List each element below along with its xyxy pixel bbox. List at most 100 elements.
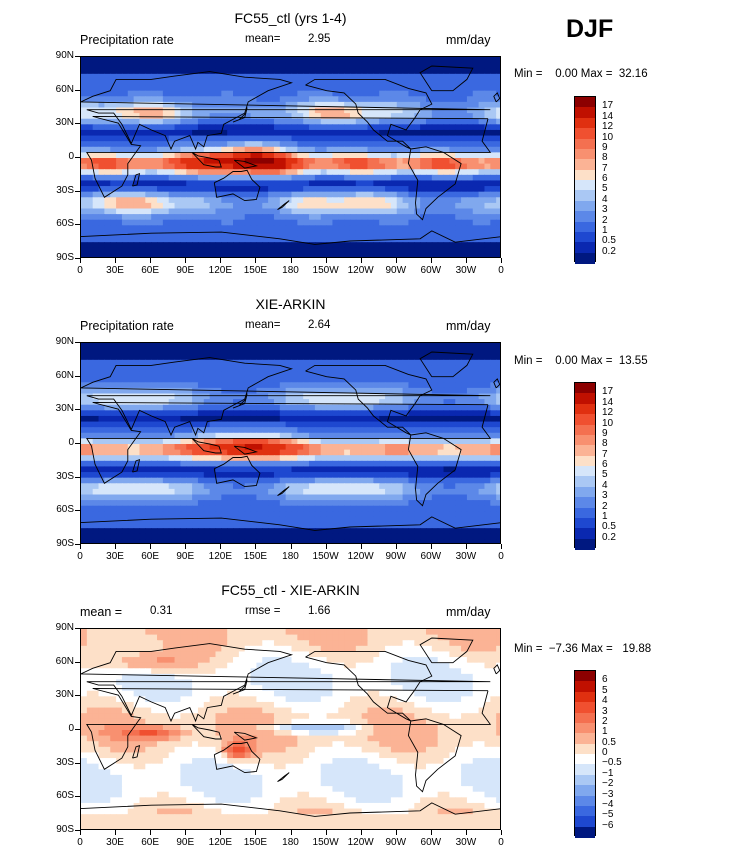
lon-tick-mark bbox=[395, 544, 397, 549]
colorbar-swatch bbox=[575, 383, 595, 394]
lon-tick-label: 0 bbox=[77, 837, 83, 848]
colorbar-label: 3 bbox=[602, 705, 608, 717]
lon-tick-label: 180 bbox=[282, 265, 299, 276]
colorbar-swatch bbox=[575, 754, 595, 765]
colorbar-label: −4 bbox=[602, 798, 614, 810]
colorbar-swatch bbox=[575, 466, 595, 477]
colorbar-label: 7 bbox=[602, 162, 608, 174]
lon-tick-label: 90E bbox=[176, 551, 195, 562]
colorbar-label: 12 bbox=[602, 407, 614, 419]
lat-tick-mark bbox=[75, 258, 80, 259]
coastline bbox=[81, 802, 500, 817]
lat-tick-label: 30N bbox=[55, 403, 74, 415]
lat-tick-mark bbox=[75, 544, 80, 545]
lat-tick-label: 30S bbox=[56, 470, 74, 482]
colorbar-label: 2 bbox=[602, 500, 608, 512]
lat-tick-mark bbox=[75, 796, 80, 798]
colorbar-swatch bbox=[575, 138, 595, 150]
colorbar-swatch bbox=[575, 200, 595, 212]
colorbar-swatch bbox=[575, 517, 595, 529]
lon-tick-label: 60E bbox=[141, 265, 160, 276]
colorbar-label: 5 bbox=[602, 684, 608, 696]
mean-label: mean= bbox=[245, 33, 281, 45]
coastline bbox=[232, 393, 248, 409]
colorbar-label: 4 bbox=[602, 479, 608, 491]
lon-tick-mark bbox=[430, 258, 432, 263]
lon-tick-mark bbox=[430, 830, 432, 835]
colorbar-label: 4 bbox=[602, 193, 608, 205]
colorbar-swatch bbox=[575, 764, 595, 776]
coastline bbox=[233, 731, 259, 741]
coastline bbox=[86, 688, 492, 770]
colorbar-swatch bbox=[575, 455, 595, 467]
lon-tick-mark bbox=[150, 258, 152, 263]
colorbar-swatch bbox=[575, 702, 595, 713]
lat-tick-label: 30N bbox=[55, 689, 74, 701]
lon-tick-label: 120E bbox=[208, 551, 232, 562]
lon-tick-mark bbox=[290, 258, 292, 263]
lon-tick-label: 0 bbox=[77, 265, 83, 276]
coastline bbox=[213, 455, 261, 488]
lat-tick-mark bbox=[75, 89, 80, 91]
colorbar-label: 0.2 bbox=[602, 531, 616, 543]
coastline bbox=[232, 679, 248, 695]
colorbar-swatch bbox=[575, 785, 595, 796]
coastline bbox=[81, 643, 491, 723]
colorbar bbox=[574, 670, 596, 838]
map-panel bbox=[80, 342, 501, 544]
colorbar-label: −1 bbox=[602, 767, 614, 779]
coastline bbox=[407, 432, 462, 507]
colorbar-label: 8 bbox=[602, 438, 608, 450]
lon-tick-mark bbox=[80, 830, 81, 835]
lon-tick-mark bbox=[290, 544, 292, 549]
lat-tick-mark bbox=[75, 510, 80, 512]
panel-title: FC55_ctl (yrs 1-4) bbox=[234, 10, 347, 26]
lon-tick-label: 0 bbox=[498, 837, 504, 848]
colorbar-label: 0.5 bbox=[602, 736, 616, 748]
lat-tick-mark bbox=[75, 695, 80, 697]
coastline bbox=[132, 459, 141, 473]
coastline bbox=[305, 650, 433, 722]
colorbar-label: 5 bbox=[602, 183, 608, 195]
lat-tick-label: 90N bbox=[55, 622, 74, 633]
map-field bbox=[81, 57, 500, 257]
lat-tick-label: 60S bbox=[56, 218, 74, 230]
lon-tick-label: 0 bbox=[498, 265, 504, 276]
coastline bbox=[407, 146, 462, 221]
lon-tick-label: 90W bbox=[385, 551, 407, 562]
lon-tick-mark bbox=[395, 258, 397, 263]
lon-tick-label: 0 bbox=[498, 551, 504, 562]
coastline bbox=[407, 718, 462, 793]
lon-tick-label: 60E bbox=[141, 551, 160, 562]
lon-tick-mark bbox=[115, 544, 117, 549]
lat-tick-label: 90N bbox=[55, 50, 74, 61]
colorbar-label: 10 bbox=[602, 131, 614, 143]
colorbar-label: 2 bbox=[602, 214, 608, 226]
colorbar-label: 17 bbox=[602, 386, 614, 398]
colorbar-label: 2 bbox=[602, 715, 608, 727]
lat-tick-label: 60S bbox=[56, 790, 74, 802]
lon-tick-label: 150E bbox=[243, 265, 268, 276]
lon-tick-label: 30W bbox=[455, 551, 477, 562]
lon-tick-mark bbox=[465, 258, 467, 263]
lat-tick-mark bbox=[75, 628, 80, 629]
lat-tick-mark bbox=[75, 443, 80, 444]
colorbar-swatch bbox=[575, 414, 595, 425]
coastline bbox=[233, 445, 259, 455]
map-field bbox=[81, 343, 500, 543]
units-label: mm/day bbox=[446, 319, 491, 333]
lat-tick-label: 60N bbox=[55, 369, 74, 381]
colorbar bbox=[574, 382, 596, 550]
colorbar-label: −5 bbox=[602, 809, 614, 821]
coastline bbox=[277, 772, 290, 783]
colorbar-swatch bbox=[575, 497, 595, 508]
colorbar-swatch bbox=[575, 180, 595, 191]
coastline bbox=[232, 107, 248, 123]
coastline bbox=[493, 92, 500, 103]
colorbar-label: 8 bbox=[602, 152, 608, 164]
colorbar-swatch bbox=[575, 671, 595, 682]
lon-tick-label: 0 bbox=[77, 551, 83, 562]
colorbar-swatch bbox=[575, 128, 595, 139]
colorbar-swatch bbox=[575, 434, 595, 446]
lon-tick-mark bbox=[325, 544, 327, 549]
